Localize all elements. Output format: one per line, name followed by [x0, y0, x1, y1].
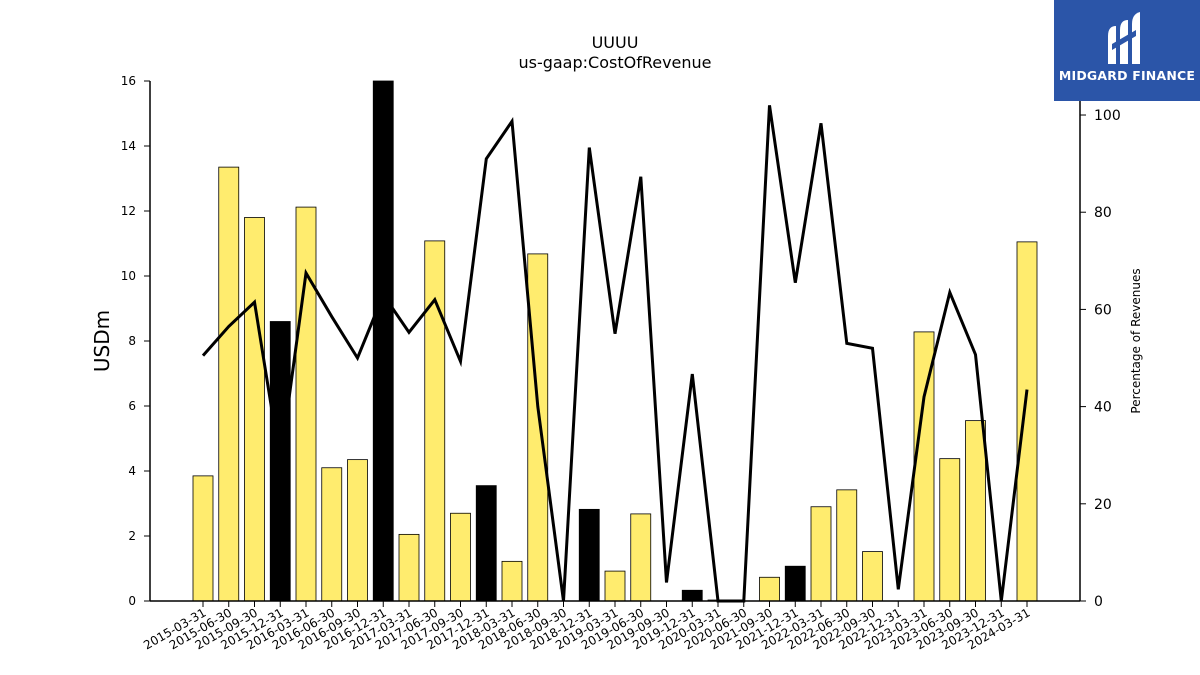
- y-tick-label-8: 8: [128, 334, 136, 348]
- bar-2018-12-31: [578, 508, 600, 602]
- line-series: [201, 105, 1029, 603]
- bar-2016-09-30: [347, 459, 368, 602]
- bar-2024-03-31: [1016, 241, 1038, 602]
- brand-logo: MIDGARD FINANCE: [1054, 0, 1200, 101]
- y-tick-label-10: 10: [121, 269, 136, 283]
- y2-axis-ticks: 0 20 40 60 80 100: [1080, 108, 1121, 610]
- bar-2019-06-30: [630, 513, 652, 602]
- bar-2015-09-30: [244, 217, 265, 602]
- bar-2015-03-31: [192, 475, 214, 602]
- y2-tick-label-80: 80: [1094, 205, 1112, 221]
- brand-mark-icon: [1108, 12, 1140, 64]
- y-tick-label-4: 4: [128, 464, 136, 478]
- bar-2022-03-31: [810, 506, 832, 602]
- bar-2019-12-31: [681, 589, 703, 602]
- bar-2017-06-30: [424, 240, 446, 602]
- bar-2017-03-31: [398, 533, 420, 602]
- x-axis-ticks: 2015-03-312015-06-302015-09-302015-12-31…: [141, 601, 1033, 652]
- bar-2017-09-30: [450, 512, 471, 602]
- bar-2022-09-30: [862, 551, 883, 602]
- bar-2016-12-31: [372, 80, 394, 602]
- bar-2015-06-30: [218, 166, 240, 602]
- bar-2023-06-30: [939, 458, 961, 602]
- y-tick-label-14: 14: [121, 139, 136, 153]
- bar-2019-03-31: [604, 570, 626, 602]
- y-axis-ticks: 0 2 4 6 8 10 12 14 16: [121, 74, 150, 608]
- y2-tick-label-60: 60: [1094, 302, 1112, 318]
- bar-2018-06-30: [527, 253, 549, 602]
- line-percentage-of-revenues: [201, 105, 1029, 603]
- y-tick-label-2: 2: [128, 529, 136, 543]
- y2-tick-label-100: 100: [1094, 108, 1121, 124]
- y-tick-label-16: 16: [121, 74, 136, 88]
- y-tick-label-0: 0: [128, 594, 136, 608]
- chart-subtitle: us-gaap:CostOfRevenue: [518, 53, 711, 72]
- brand-name: MIDGARD FINANCE: [1058, 68, 1196, 83]
- bar-2017-12-31: [475, 485, 497, 602]
- bar-2021-09-30: [759, 576, 780, 602]
- chart-title: UUUU: [592, 33, 639, 52]
- bar-2023-09-30: [965, 420, 986, 602]
- y-axis-label: USDm: [90, 310, 114, 372]
- bar-2016-06-30: [321, 467, 343, 602]
- y-tick-label-6: 6: [128, 399, 136, 413]
- y2-tick-label-40: 40: [1094, 400, 1112, 416]
- y-tick-label-12: 12: [121, 204, 136, 218]
- bar-2016-03-31: [295, 206, 317, 602]
- bar-series: [192, 80, 1038, 602]
- bar-2018-03-31: [501, 560, 523, 602]
- bar-2022-06-30: [836, 489, 858, 602]
- bar-2021-12-31: [784, 565, 806, 602]
- y2-tick-label-20: 20: [1094, 497, 1112, 513]
- y2-axis-label: Percentage of Revenues: [1129, 268, 1143, 413]
- y2-tick-label-0: 0: [1094, 594, 1103, 610]
